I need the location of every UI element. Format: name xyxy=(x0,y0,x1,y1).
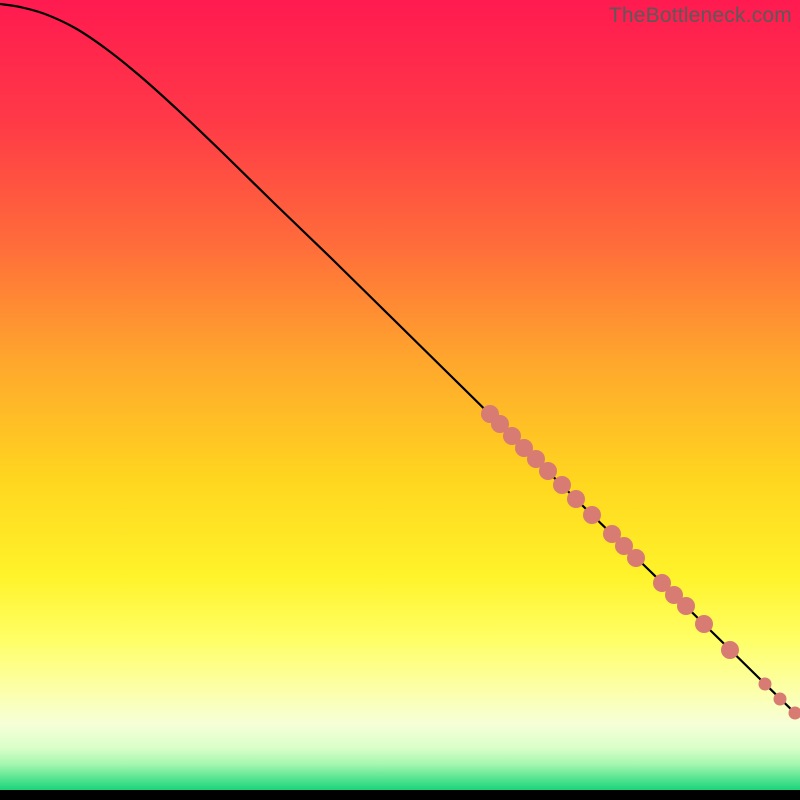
data-marker xyxy=(721,641,739,659)
data-marker xyxy=(567,490,585,508)
data-marker xyxy=(627,549,645,567)
bottom-black-band xyxy=(0,790,800,800)
data-marker xyxy=(583,506,601,524)
watermark-text: TheBottleneck.com xyxy=(609,4,792,28)
chart-canvas: TheBottleneck.com xyxy=(0,0,800,800)
data-marker xyxy=(695,615,713,633)
data-marker xyxy=(553,476,571,494)
data-marker xyxy=(539,462,557,480)
data-marker xyxy=(677,597,695,615)
data-marker xyxy=(759,678,772,691)
data-marker xyxy=(774,693,787,706)
chart-overlay-svg xyxy=(0,0,800,800)
